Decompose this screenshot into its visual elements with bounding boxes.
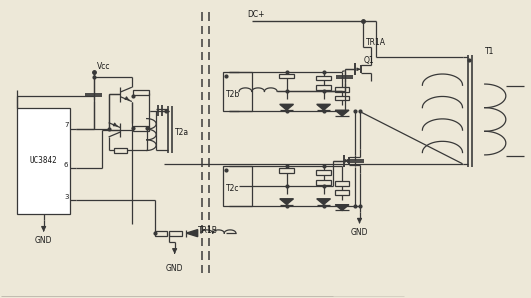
- Text: T2c: T2c: [226, 184, 239, 193]
- Polygon shape: [186, 229, 198, 237]
- Text: TR1B: TR1B: [199, 226, 218, 235]
- Text: DC+: DC+: [247, 10, 264, 19]
- Text: T2b: T2b: [226, 90, 240, 99]
- Bar: [316, 180, 331, 184]
- Text: T1: T1: [485, 47, 494, 56]
- Bar: [335, 87, 349, 91]
- Bar: [133, 126, 149, 131]
- Text: Q1: Q1: [364, 56, 374, 65]
- Text: 7: 7: [64, 122, 68, 128]
- Bar: [335, 181, 349, 186]
- Bar: [223, 166, 252, 206]
- Polygon shape: [335, 110, 349, 116]
- Text: Vcc: Vcc: [97, 62, 110, 72]
- Polygon shape: [316, 199, 330, 204]
- Text: GND: GND: [35, 236, 53, 245]
- Text: 3: 3: [64, 194, 68, 200]
- Polygon shape: [280, 199, 294, 204]
- Polygon shape: [280, 104, 294, 110]
- Bar: [335, 96, 349, 100]
- Text: GND: GND: [166, 264, 183, 273]
- Polygon shape: [316, 104, 330, 110]
- Bar: [114, 148, 126, 153]
- Bar: [279, 168, 294, 173]
- Bar: [279, 74, 294, 78]
- Bar: [133, 90, 149, 95]
- Polygon shape: [335, 205, 349, 210]
- Bar: [223, 72, 252, 111]
- Bar: [316, 76, 331, 80]
- Text: TR1A: TR1A: [366, 38, 386, 47]
- Bar: [335, 190, 349, 195]
- Bar: [316, 86, 331, 90]
- Text: UC3842: UC3842: [30, 156, 57, 165]
- Text: T2a: T2a: [175, 128, 189, 137]
- Bar: [155, 231, 167, 235]
- Text: 6: 6: [64, 162, 68, 168]
- Bar: [17, 108, 70, 214]
- Bar: [169, 231, 182, 235]
- Bar: [316, 170, 331, 175]
- Text: GND: GND: [351, 228, 369, 237]
